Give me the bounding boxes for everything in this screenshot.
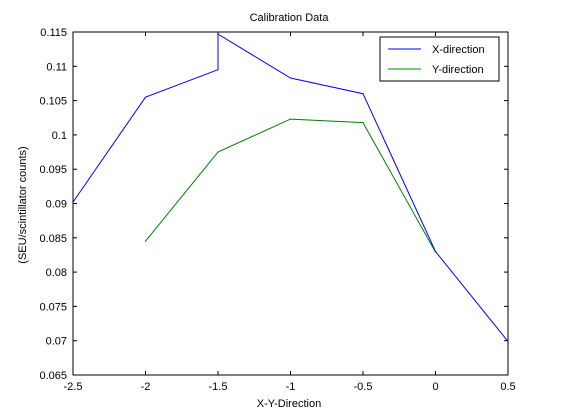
data-point xyxy=(362,121,364,124)
y-axis: 0.065 0.07 0.075 0.08 0.085 0.09 0.095 0.1 0.105… xyxy=(39,27,508,382)
data-point xyxy=(217,33,219,35)
x-tick-label: 0.5 xyxy=(500,381,515,393)
legend: X-direction Y-direction xyxy=(379,36,500,82)
y-axis-label: (SEU/scintillator counts) xyxy=(17,146,29,263)
data-point xyxy=(507,340,509,342)
y-tick-label: 0.085 xyxy=(39,233,67,245)
plot-area: -2.5 -2 -1.5 -1 -0.5 0 0.5 0.0650.070.0750.080… xyxy=(39,27,515,393)
data-point xyxy=(217,69,219,71)
x-axis: -2.5 -2 -1.5 -1 -0.5 0 0.5 xyxy=(64,32,516,393)
x-tick-label: -1 xyxy=(286,381,296,393)
data-point xyxy=(72,201,74,203)
y-tick-label: 0.105 xyxy=(39,96,67,108)
y-tick-label: 0.095 xyxy=(39,164,67,176)
y-tick-label: 0.075 xyxy=(39,301,67,313)
legend-label: X-direction xyxy=(432,44,485,56)
y-tick-label: 0.115 xyxy=(40,27,67,39)
x-tick-label: -2 xyxy=(141,381,151,393)
x-tick-label: -2.5 xyxy=(64,381,83,393)
legend-items: X-direction Y-direction xyxy=(388,44,485,76)
data-point xyxy=(289,118,292,120)
axes-box xyxy=(72,31,509,376)
series-layer xyxy=(72,33,509,342)
data-point xyxy=(144,96,147,98)
y-tick-label: 0.11 xyxy=(46,61,67,73)
series-line-x-direction xyxy=(72,33,509,342)
x-tick-label: 0 xyxy=(432,381,438,393)
x-tick-label: -1.5 xyxy=(209,381,228,393)
x-axis-label: X-Y-Direction xyxy=(257,398,321,410)
legend-label: Y-direction xyxy=(432,64,484,76)
data-point xyxy=(434,251,437,253)
data-point xyxy=(217,151,219,153)
y-tick-label: 0.09 xyxy=(46,199,67,211)
data-point xyxy=(144,240,147,242)
y-tick-label: 0.1 xyxy=(52,130,67,142)
legend-box xyxy=(379,36,500,82)
y-tick-label: 0.08 xyxy=(46,267,67,279)
chart-title: Calibration Data xyxy=(250,12,330,24)
x-tick-label: -0.5 xyxy=(354,381,373,393)
data-point xyxy=(289,77,292,79)
data-point xyxy=(362,93,364,95)
y-tick-label: 0.065 xyxy=(39,370,67,382)
y-tick-label: 0.07 xyxy=(46,336,67,348)
